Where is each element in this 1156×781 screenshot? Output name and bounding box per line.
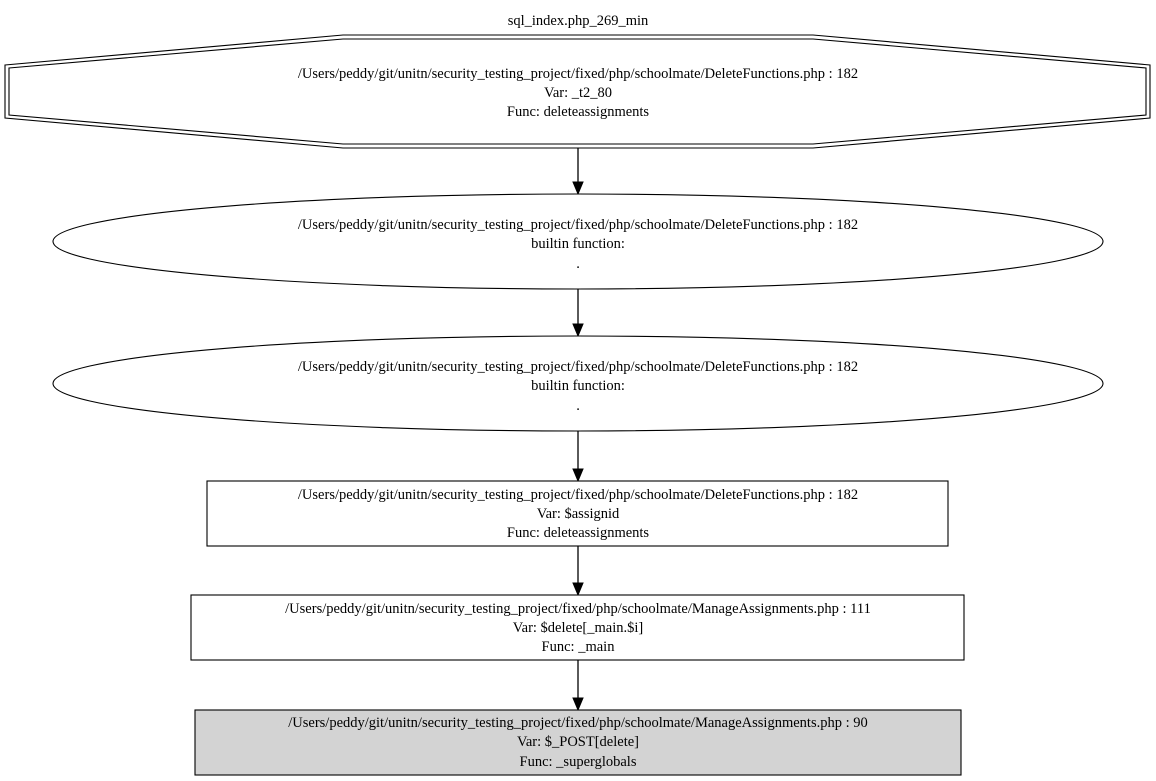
arrowhead-icon bbox=[572, 323, 584, 338]
node-var-label: Var: _t2_80 bbox=[544, 85, 612, 101]
edge-arrow-4 bbox=[572, 546, 584, 597]
node-func-label: . bbox=[576, 256, 580, 272]
edge-arrow-2 bbox=[572, 289, 584, 338]
graph-node-5: /Users/peddy/git/unitn/security_testing_… bbox=[190, 594, 965, 661]
node-func-label: Func: deleteassignments bbox=[507, 104, 650, 120]
node-func-label: Func: _main bbox=[542, 639, 616, 655]
edge-arrow-3 bbox=[572, 431, 584, 483]
node-func-label: Func: deleteassignments bbox=[507, 525, 650, 541]
node-file-label: /Users/peddy/git/unitn/security_testing_… bbox=[298, 217, 858, 233]
node-ellipse bbox=[52, 335, 1104, 432]
node-file-label: /Users/peddy/git/unitn/security_testing_… bbox=[288, 715, 868, 731]
edge-arrow-1 bbox=[572, 148, 584, 196]
graph-node-4: /Users/peddy/git/unitn/security_testing_… bbox=[206, 480, 949, 547]
node-ellipse bbox=[52, 193, 1104, 290]
node-var-label: builtin function: bbox=[531, 378, 625, 394]
graph-node-3: /Users/peddy/git/unitn/security_testing_… bbox=[52, 335, 1104, 432]
node-box-filled bbox=[194, 709, 962, 776]
nodes-layer: /Users/peddy/git/unitn/security_testing_… bbox=[4, 34, 1151, 776]
node-func-label: Func: _superglobals bbox=[520, 754, 637, 770]
arrowhead-icon bbox=[572, 582, 584, 597]
node-file-label: /Users/peddy/git/unitn/security_testing_… bbox=[285, 601, 871, 617]
node-var-label: Var: $assignid bbox=[537, 506, 620, 522]
node-inner-octagon bbox=[8, 38, 1147, 145]
node-box bbox=[190, 594, 965, 661]
node-var-label: Var: $delete[_main.$i] bbox=[513, 620, 643, 636]
node-file-label: /Users/peddy/git/unitn/security_testing_… bbox=[298, 359, 858, 375]
arrowhead-icon bbox=[572, 468, 584, 483]
edges-layer bbox=[572, 148, 584, 712]
arrowhead-icon bbox=[572, 181, 584, 196]
edge-arrow-5 bbox=[572, 660, 584, 712]
graph-node-2: /Users/peddy/git/unitn/security_testing_… bbox=[52, 193, 1104, 290]
graph-node-1: /Users/peddy/git/unitn/security_testing_… bbox=[4, 34, 1151, 149]
node-var-label: Var: $_POST[delete] bbox=[517, 734, 639, 750]
graph-title: sql_index.php_269_min bbox=[508, 13, 649, 29]
node-func-label: . bbox=[576, 398, 580, 414]
node-file-label: /Users/peddy/git/unitn/security_testing_… bbox=[298, 487, 858, 503]
node-var-label: builtin function: bbox=[531, 236, 625, 252]
arrowhead-icon bbox=[572, 697, 584, 712]
node-file-label: /Users/peddy/git/unitn/security_testing_… bbox=[298, 66, 858, 82]
node-box bbox=[206, 480, 949, 547]
graph-node-6: /Users/peddy/git/unitn/security_testing_… bbox=[194, 709, 962, 776]
